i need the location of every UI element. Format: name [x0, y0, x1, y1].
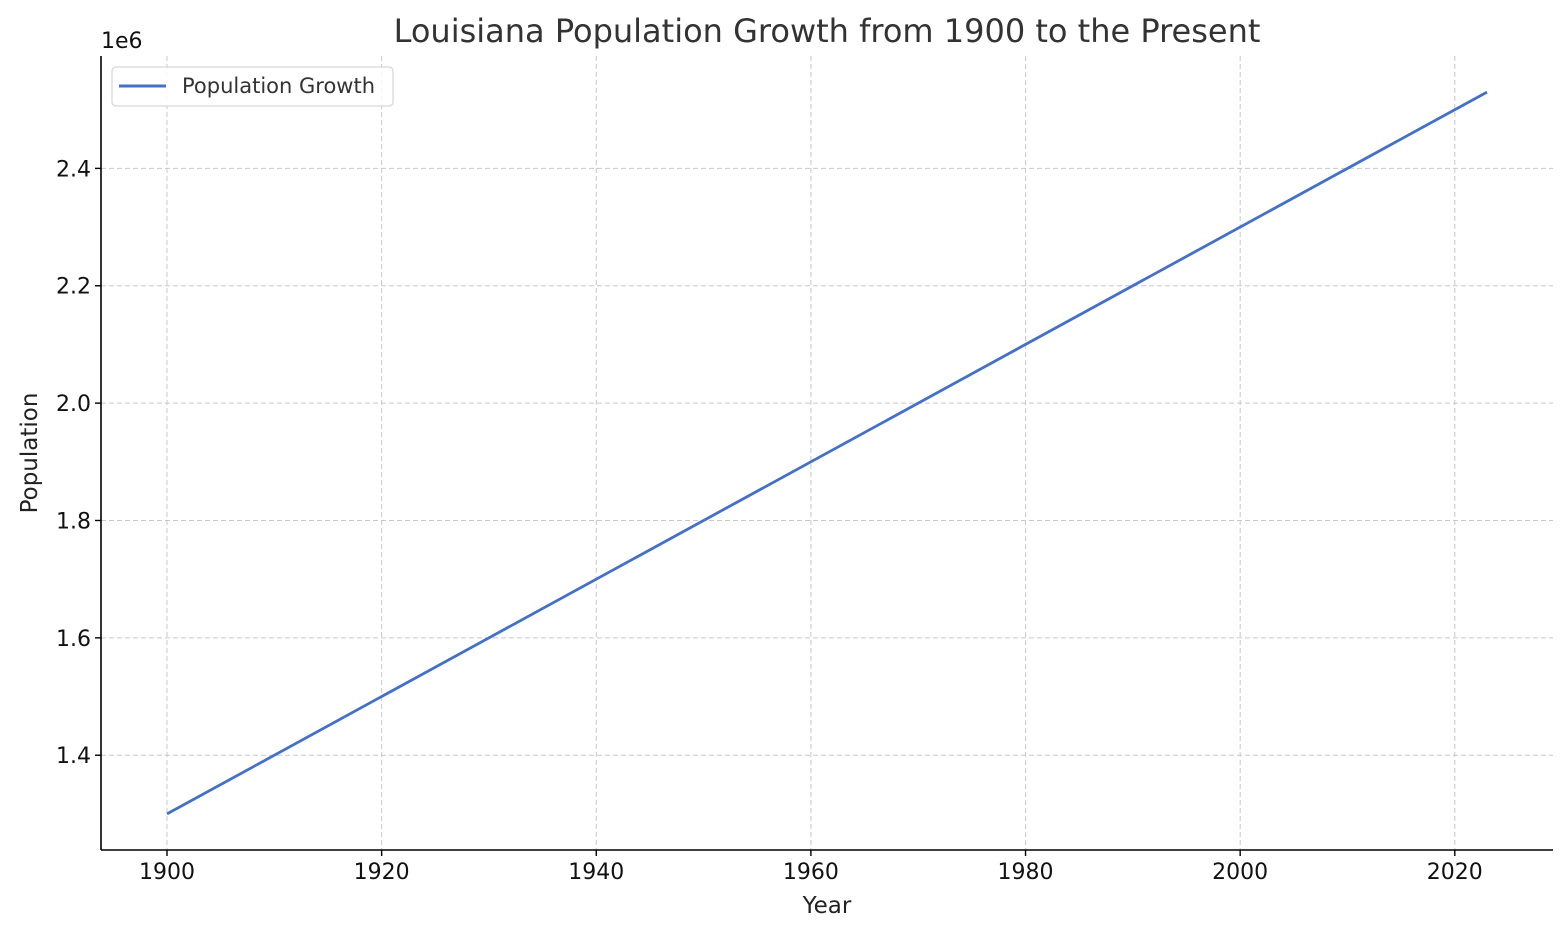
series-layer — [166, 90, 1488, 816]
y-ticks: 1.4 1.6 1.8 2.0 2.2 2.4 — [56, 157, 101, 769]
x-ticks: 1900 1920 1940 1960 1980 2000 2020 — [139, 850, 1483, 885]
y-tick-label: 1.8 — [56, 509, 91, 534]
series-line-population-growth — [166, 90, 1488, 816]
y-tick-label: 2.0 — [56, 392, 91, 417]
y-tick-label: 1.4 — [56, 744, 91, 769]
x-tick-label: 1900 — [139, 860, 195, 885]
x-tick-label: 2020 — [1427, 860, 1483, 885]
y-offset-label: 1e6 — [101, 29, 143, 54]
grid — [101, 56, 1553, 850]
x-tick-label: 1960 — [783, 860, 839, 885]
x-tick-label: 2000 — [1212, 860, 1268, 885]
x-axis-label: Year — [802, 893, 852, 919]
y-axis-label: Population — [17, 393, 43, 514]
x-tick-label: 1980 — [998, 860, 1054, 885]
y-tick-label: 2.2 — [56, 275, 91, 300]
legend-label: Population Growth — [182, 74, 375, 98]
chart-title: Louisiana Population Growth from 1900 to… — [394, 12, 1261, 50]
legend-box — [111, 66, 394, 107]
legend: Population Growth — [111, 66, 394, 107]
x-tick-label: 1940 — [568, 860, 624, 885]
y-tick-label: 1.6 — [56, 627, 91, 652]
y-tick-label: 2.4 — [56, 157, 91, 182]
x-tick-label: 1920 — [354, 860, 410, 885]
